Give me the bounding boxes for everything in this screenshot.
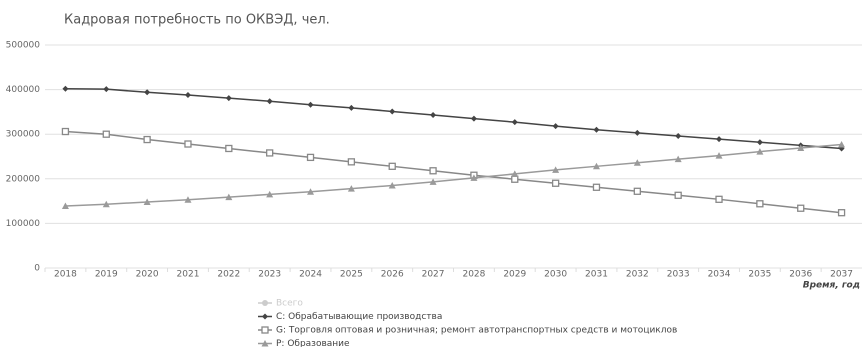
point [61,127,70,136]
point [674,155,682,163]
x-tick-label: 2028 [462,270,485,280]
legend-label: G: Торговля оптовая и розничная; ремонт … [276,326,677,336]
x-tick-label: 2035 [748,270,771,280]
point [225,95,232,102]
point [261,340,269,347]
point [266,149,274,157]
point [592,183,601,191]
series-line [65,87,842,150]
point [388,162,396,170]
point [143,135,151,144]
point [347,185,355,192]
y-tick-label: 500000 [6,41,41,51]
point [262,300,268,306]
legend-label: C: Обрабатывающие производства [276,312,442,322]
x-tick-label: 2033 [667,270,690,280]
point [674,191,682,199]
point [347,158,356,166]
point [102,130,110,138]
point [266,98,273,105]
point [716,136,723,143]
point [837,209,846,217]
y-tick-label: 100000 [6,219,41,229]
point [184,196,192,203]
x-tick-label: 2025 [340,270,363,280]
point [429,178,437,185]
point [552,123,559,130]
x-tick-label: 2032 [626,270,649,280]
point [470,115,477,122]
x-tick-label: 2034 [708,270,731,280]
series-line [65,143,842,207]
point [633,159,641,166]
point [184,91,191,98]
point [756,148,764,155]
x-tick-label: 2026 [381,270,404,280]
point [511,119,518,126]
x-tick-label: 2020 [136,270,159,280]
x-tick-label: 2031 [585,270,608,280]
x-tick-label: 2022 [217,270,240,280]
point [511,175,519,183]
y-tick-label: 300000 [6,130,41,140]
y-tick-label: 400000 [6,85,41,95]
point [756,139,763,146]
series-line [65,130,842,214]
point [225,193,233,201]
y-tick-label: 0 [34,264,40,274]
x-tick-label: 2030 [544,270,567,280]
point [348,104,355,111]
chart-title: Кадровая потребность по ОКВЭД, чел. [64,13,330,28]
point [838,140,846,148]
x-tick-label: 2019 [95,270,118,280]
x-tick-label: 2027 [422,270,445,280]
point [389,108,396,115]
legend-label: Всего [276,299,303,309]
point [62,85,69,92]
point [307,101,314,108]
point [225,144,233,153]
x-tick-label: 2036 [789,270,812,280]
point [184,140,192,148]
x-tick-label: 2021 [177,270,200,280]
point [593,126,600,133]
point [592,162,600,170]
point [103,86,110,93]
point [511,170,519,177]
point [261,326,269,334]
point [551,179,560,187]
point [144,89,151,96]
point [675,132,682,139]
point [266,190,274,198]
x-tick-label: 2024 [299,270,322,280]
point [797,144,805,152]
point [430,112,437,119]
point [715,152,723,159]
point [715,195,723,203]
point [388,181,396,189]
point [61,202,69,210]
point [262,313,268,320]
point [756,200,764,208]
legend-label: P: Образование [276,339,350,347]
point [143,198,151,205]
point [306,153,315,162]
point [634,129,641,136]
point [552,166,560,173]
point [797,204,805,212]
x-axis-label: Время, год [803,281,860,291]
x-tick-label: 2029 [503,270,526,280]
point [307,188,315,195]
point [633,187,641,195]
point [429,167,437,175]
y-tick-label: 200000 [6,174,41,184]
x-tick-label: 2018 [54,270,77,280]
x-tick-label: 2037 [830,270,853,280]
x-tick-label: 2023 [258,270,281,280]
point [470,174,478,181]
point [102,200,110,208]
